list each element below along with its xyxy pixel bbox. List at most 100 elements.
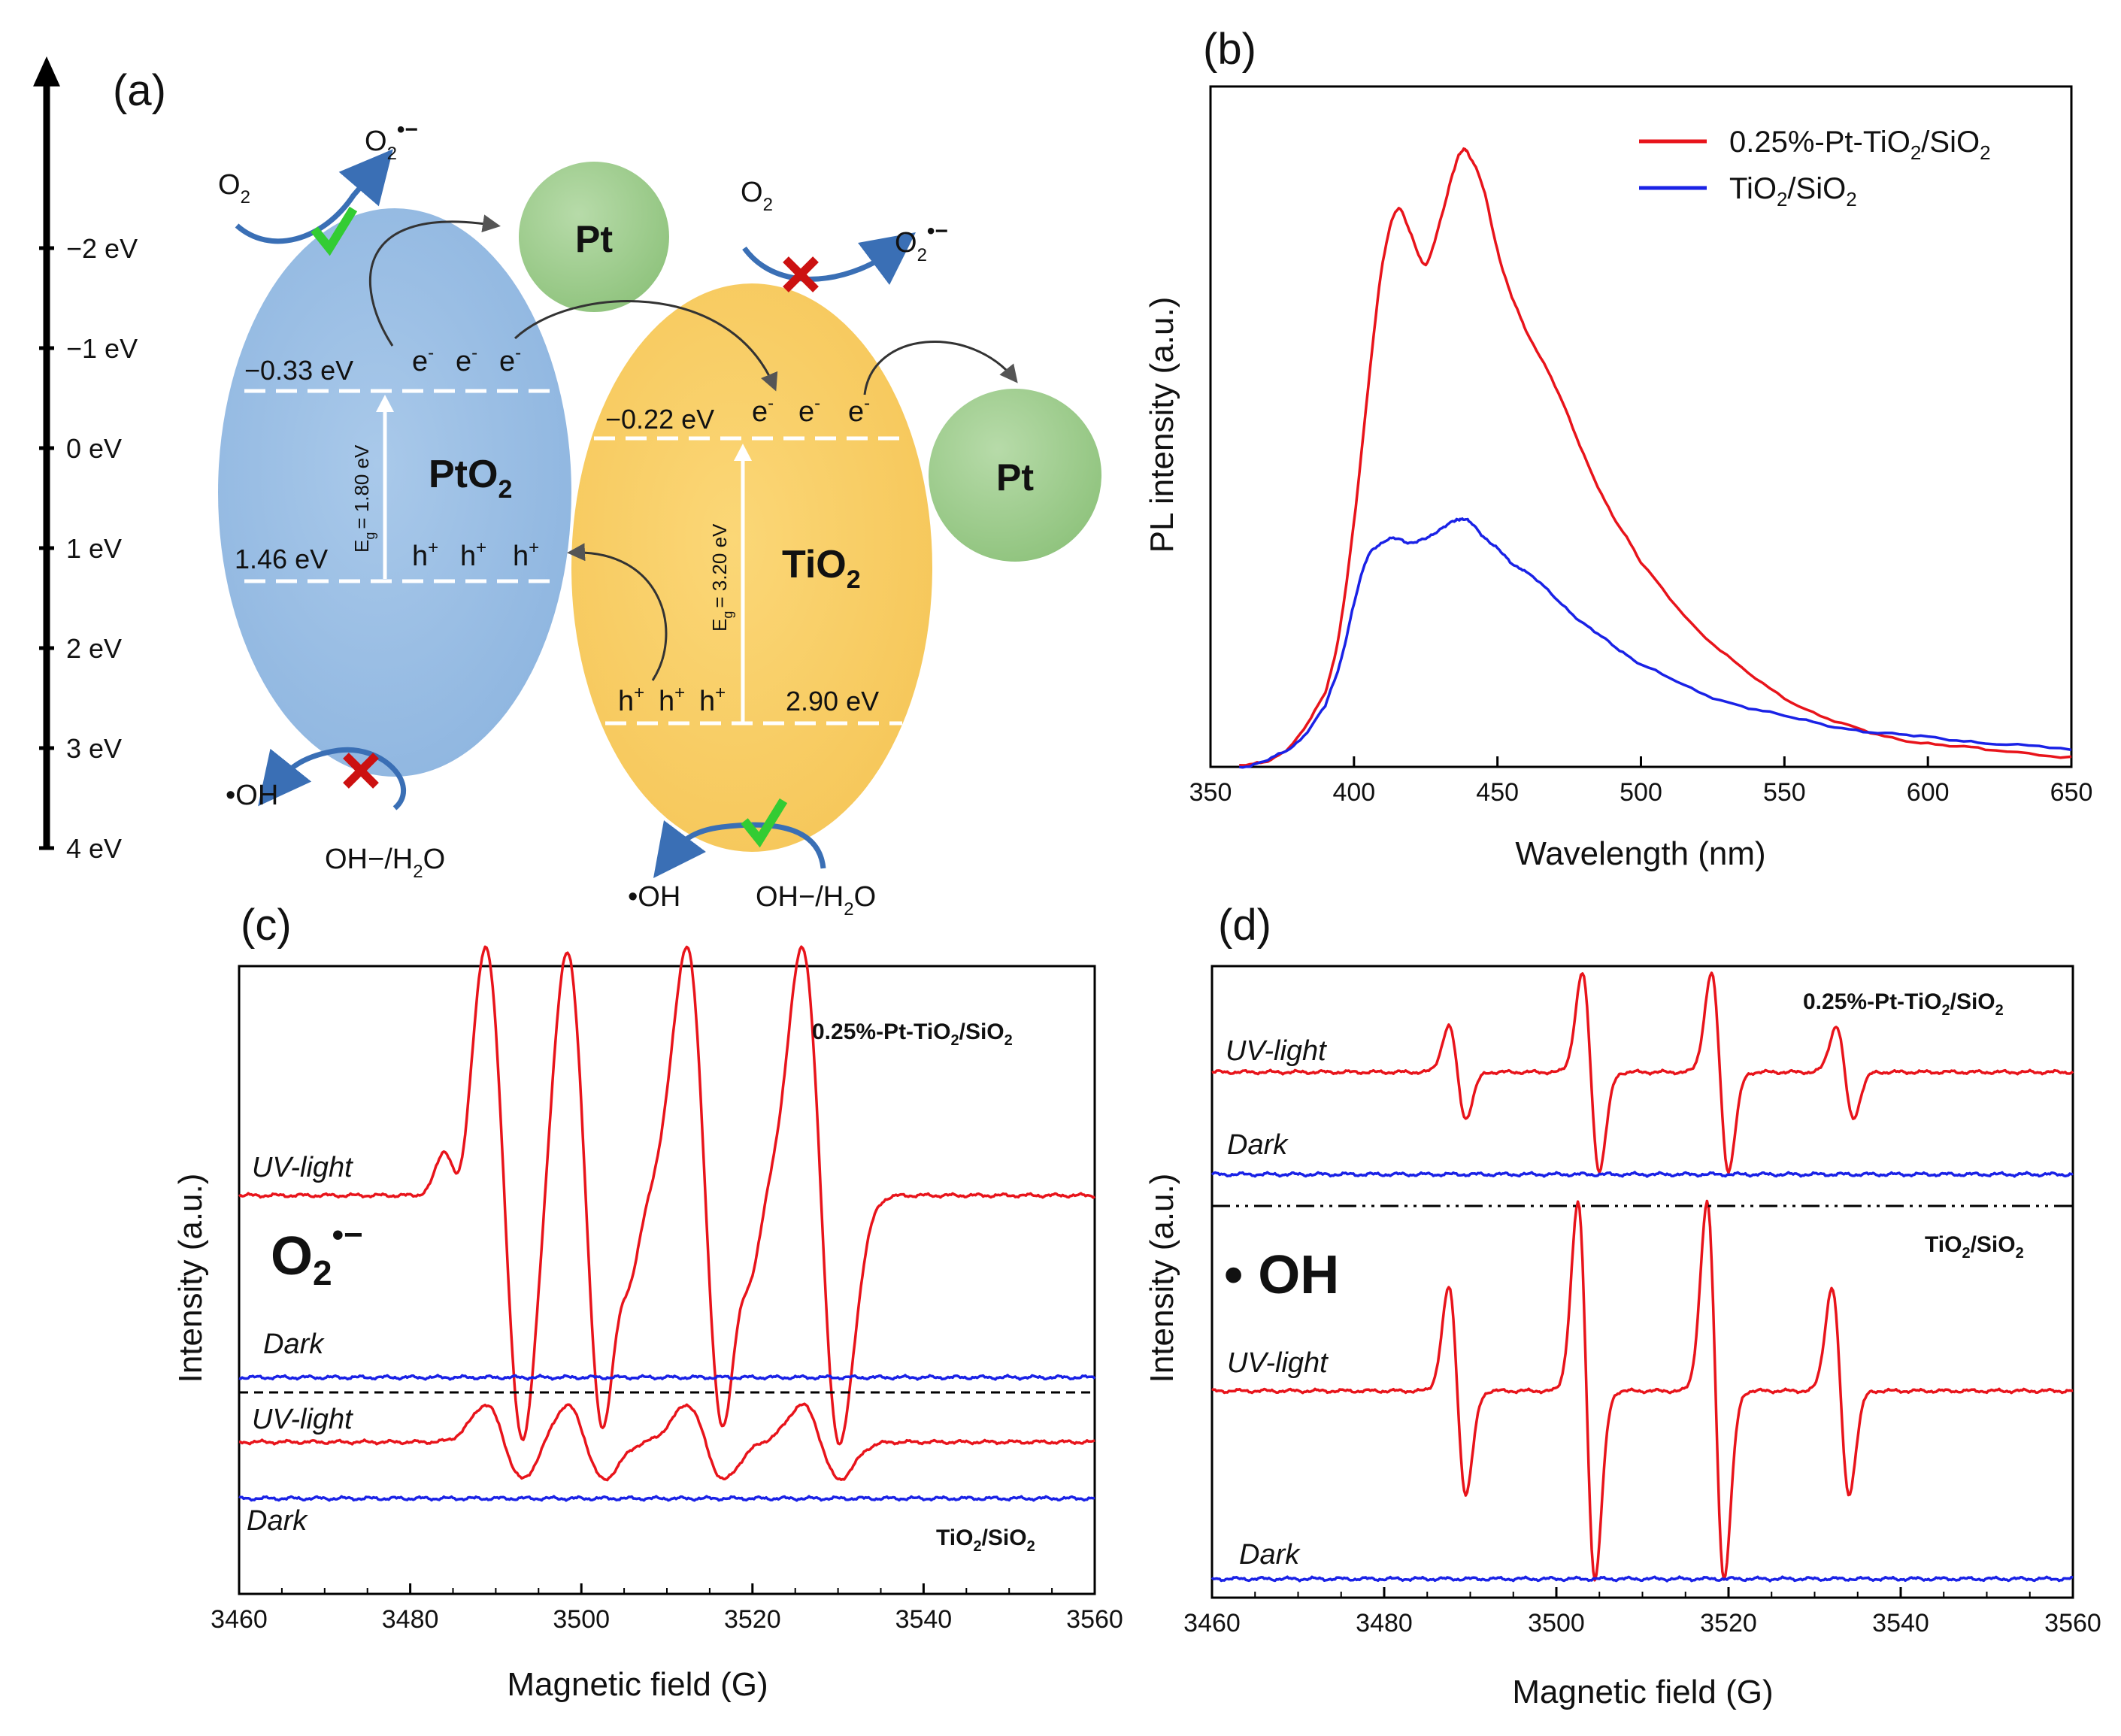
superoxide-label-right: O2•− [895, 219, 948, 265]
x-tick-label: 650 [2050, 778, 2093, 807]
x-tick-label: 400 [1332, 778, 1375, 807]
cross-icon-pto2-bottom [343, 753, 379, 789]
panel-b-xlabel: Wavelength (nm) [1515, 835, 1765, 872]
o2-reduction-arrow-pto2 [235, 149, 393, 244]
series-line-tio2-sio2 [1238, 517, 2072, 769]
panel-c-species: O2•− [271, 1216, 363, 1292]
epr-trace-c-4 [238, 1495, 1095, 1502]
energy-axis-arrow-icon [33, 56, 60, 86]
x-tick-label: 3480 [382, 1605, 439, 1634]
oh-oxidation-arrow-pto2 [258, 747, 407, 810]
panel-d-trace-label-1: UV-light [1226, 1035, 1327, 1067]
panel-d-trace-label-3: UV-light [1227, 1347, 1329, 1379]
x-tick-label: 550 [1763, 778, 1806, 807]
x-tick-label: 3500 [553, 1605, 610, 1634]
panel-b-x-ticks: 350 400 450 500 550 600 650 [1189, 756, 2093, 807]
e-transfer-arrow-tio2 [514, 300, 778, 392]
x-tick-label: 350 [1189, 778, 1232, 807]
x-tick-label: 450 [1476, 778, 1519, 807]
energy-tick-label: 4 eV [66, 833, 122, 864]
panel-c-series [238, 945, 1096, 1502]
x-tick-label: 3500 [1528, 1609, 1585, 1638]
pt-particle-right [929, 389, 1101, 562]
x-tick-label: 500 [1620, 778, 1662, 807]
panel-a: (a) −2 eV −1 eV 0 eV 1 eV 2 eV 3 eV 4 eV Pt Pt… [33, 56, 1101, 920]
check-icon-pto2-top [311, 206, 358, 256]
superoxide-label-left: O2•− [365, 117, 418, 164]
epr-trace-c-1 [238, 945, 1096, 1446]
panel-d-trace-label-2: Dark [1227, 1129, 1289, 1161]
pt-particle-top [519, 162, 669, 312]
hole: h+ [513, 538, 539, 572]
panel-c-trace-label-3: UV-light [252, 1404, 353, 1435]
hole: h+ [618, 683, 644, 717]
panel-b-ylabel: PL intensity (a.u.) [1144, 297, 1180, 553]
energy-tick-label: −2 eV [66, 233, 138, 264]
energy-tick-label: 3 eV [66, 733, 122, 764]
h-transfer-arrow [567, 543, 668, 681]
pt-label-top: Pt [575, 218, 613, 260]
hole: h+ [460, 538, 486, 572]
oh-radical-label-right: •OH [628, 881, 680, 913]
x-tick-label: 3560 [2044, 1609, 2101, 1638]
x-tick-label: 3460 [1183, 1609, 1241, 1638]
series-line-pt-tio2-sio2 [1239, 147, 2072, 767]
panel-c-x-ticks: 3460 3480 3500 3520 3540 3560 [211, 1583, 1123, 1634]
panel-b: (b) 350 400 450 500 550 600 650 Wavelength (nm… [1144, 25, 2092, 872]
panel-c-trace-label-4: Dark [247, 1505, 308, 1537]
x-tick-label: 3460 [211, 1605, 268, 1634]
electron: e- [499, 343, 521, 377]
panel-c-xlabel: Magnetic field (G) [507, 1666, 768, 1703]
panel-d-label: (d) [1218, 901, 1271, 950]
panel-d-sample-bottom: TiO2/SiO2 [1925, 1232, 2024, 1262]
energy-tick-label: 0 eV [66, 433, 122, 464]
pto2-gap-arrowhead-icon [376, 395, 394, 412]
pto2-eg-label: Eg= 1.80 eV [350, 444, 377, 553]
panel-d-species: • OH [1224, 1245, 1339, 1305]
panel-c-ylabel: Intensity (a.u.) [172, 1174, 209, 1383]
panel-c-sample-top: 0.25%-Pt-TiO2/SiO2 [812, 1019, 1013, 1049]
panel-d: (d) 3460 3480 3500 3520 3540 3560 Magnetic fi… [1144, 901, 2101, 1710]
panel-c: (c) 3460 3480 3500 3520 3540 3560 Magnetic fi… [172, 901, 1123, 1703]
oh-h2o-label-left: OH−/H2O [325, 844, 445, 882]
epr-trace-d-4 [1210, 1575, 2074, 1583]
epr-trace-d-1 [1211, 971, 2074, 1174]
energy-axis-ticks: −2 eV −1 eV 0 eV 1 eV 2 eV 3 eV 4 eV [39, 233, 138, 864]
tio2-ellipse [571, 283, 932, 852]
electron: e- [412, 343, 434, 377]
electron: e- [798, 393, 820, 428]
cross-icon-tio2-top [783, 256, 819, 292]
panel-a-label: (a) [113, 66, 166, 115]
epr-trace-d-3 [1211, 1199, 2074, 1582]
hole: h+ [412, 538, 438, 572]
e-transfer-arrow-pt-right [863, 340, 1018, 395]
panel-c-trace-label-2: Dark [263, 1329, 325, 1360]
o2-reduction-arrow-tio2 [742, 232, 916, 285]
pto2-ellipse [218, 208, 571, 777]
panel-d-sample-top: 0.25%-Pt-TiO2/SiO2 [1803, 989, 2004, 1019]
panel-d-frame [1210, 965, 2074, 1599]
legend-label-pt: 0.25%-Pt-TiO2/SiO2 [1729, 126, 1991, 164]
x-tick-label: 3480 [1356, 1609, 1413, 1638]
tio2-vb-value: 2.90 eV [786, 686, 879, 717]
epr-trace-d-2 [1210, 1171, 2074, 1178]
energy-tick-label: 2 eV [66, 633, 122, 664]
pto2-name: PtO2 [429, 453, 512, 504]
hole: h+ [699, 683, 726, 717]
tio2-name: TiO2 [782, 543, 861, 594]
epr-trace-c-3 [238, 1402, 1095, 1482]
epr-trace-c-2 [238, 1374, 1096, 1381]
panel-c-label: (c) [241, 901, 292, 950]
x-tick-label: 3560 [1066, 1605, 1123, 1634]
oh-h2o-label-right: OH−/H2O [756, 881, 876, 920]
panel-c-sample-bottom: TiO2/SiO2 [936, 1525, 1035, 1555]
pt-label-right: Pt [996, 456, 1034, 498]
o2-label-right: O2 [741, 177, 773, 215]
x-tick-label: 600 [1907, 778, 1950, 807]
tio2-cb-value: −0.22 eV [605, 404, 714, 435]
panel-d-x-ticks: 3460 3480 3500 3520 3540 3560 [1183, 1587, 2101, 1638]
panel-d-series [1210, 971, 2074, 1583]
tio2-eg-label: Eg= 3.20 eV [708, 523, 735, 632]
charge-carriers: e-e-e-e-e-e-h+ h+ h+ h+ h+ h+ [412, 343, 870, 717]
